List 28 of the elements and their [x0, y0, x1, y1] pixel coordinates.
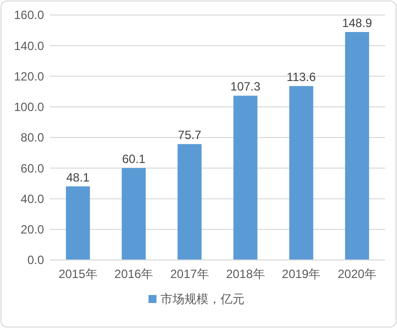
x-tick-label: 2020年: [338, 267, 376, 281]
bar: [345, 32, 370, 260]
y-tick-label: 0.0: [27, 253, 44, 268]
data-label: 113.6: [286, 70, 316, 84]
bar: [233, 96, 258, 260]
x-tick-label: 2017年: [170, 267, 209, 281]
x-tick-label: 2019年: [282, 267, 321, 281]
x-tick-label: 2016年: [114, 267, 154, 281]
x-tick-label: 2015年: [58, 267, 98, 281]
y-tick-label: 20.0: [20, 222, 44, 237]
bar: [122, 168, 146, 260]
bar: [289, 86, 314, 260]
data-label: 48.1: [66, 170, 90, 184]
data-label: 75.7: [178, 128, 202, 142]
y-tick-label: 160.0: [14, 8, 44, 22]
data-label: 148.9: [342, 16, 372, 30]
y-tick-label: 100.0: [14, 100, 44, 114]
y-tick-label: 120.0: [14, 69, 44, 84]
y-tick-label: 60.0: [20, 161, 44, 176]
y-tick-label: 80.0: [20, 130, 44, 145]
bar: [66, 186, 90, 260]
bar: [178, 144, 202, 260]
data-label: 60.1: [122, 152, 146, 166]
x-tick-label: 2018年: [226, 267, 265, 281]
legend-label: 市场规模，亿元: [160, 292, 244, 306]
data-label: 107.3: [230, 80, 261, 94]
y-tick-label: 40.0: [20, 192, 44, 206]
y-tick-label: 140.0: [14, 38, 44, 53]
